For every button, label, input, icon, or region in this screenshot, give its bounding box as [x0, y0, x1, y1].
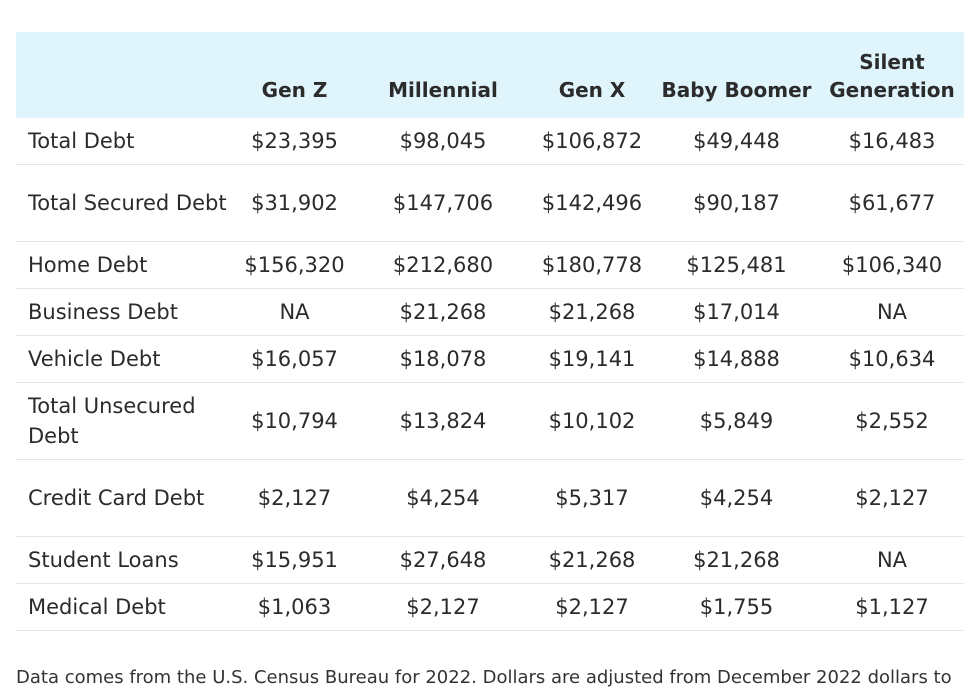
table-cell: $21,268: [653, 536, 820, 584]
table-cell: $5,317: [531, 459, 653, 537]
table-row: Student Loans $15,951 $27,648 $21,268 $2…: [16, 536, 964, 584]
table-cell: $2,127: [820, 459, 964, 537]
header-silent-generation: Silent Generation: [820, 32, 964, 118]
table-cell: $1,755: [653, 583, 820, 631]
table-cell: $90,187: [653, 164, 820, 242]
table-cell: $27,648: [355, 536, 531, 584]
table-cell: $19,141: [531, 335, 653, 383]
table-cell: $147,706: [355, 164, 531, 242]
table-cell: $156,320: [234, 241, 355, 289]
table-cell: $4,254: [355, 459, 531, 537]
footnote: Data comes from the U.S. Census Bureau f…: [16, 667, 952, 688]
table-row: Total Unsecured Debt $10,794 $13,824 $10…: [16, 382, 964, 460]
row-label: Total Debt: [16, 118, 234, 165]
table-cell: $49,448: [653, 118, 820, 165]
table-cell: $23,395: [234, 118, 355, 165]
table-cell: $10,794: [234, 382, 355, 460]
table-row: Home Debt $156,320 $212,680 $180,778 $12…: [16, 241, 964, 289]
table-row: Vehicle Debt $16,057 $18,078 $19,141 $14…: [16, 335, 964, 383]
row-label: Total Secured Debt: [16, 164, 234, 242]
table-cell: $16,057: [234, 335, 355, 383]
table-cell: $15,951: [234, 536, 355, 584]
header-millennial: Millennial: [355, 32, 531, 118]
table-row: Credit Card Debt $2,127 $4,254 $5,317 $4…: [16, 459, 964, 537]
header-gen-z: Gen Z: [234, 32, 355, 118]
row-label: Student Loans: [16, 536, 234, 584]
table-cell: NA: [820, 536, 964, 584]
table-cell: $17,014: [653, 288, 820, 336]
table-cell: $125,481: [653, 241, 820, 289]
table-cell: $2,552: [820, 382, 964, 460]
table-cell: $13,824: [355, 382, 531, 460]
table-cell: $212,680: [355, 241, 531, 289]
table-cell: $18,078: [355, 335, 531, 383]
table-cell: NA: [820, 288, 964, 336]
header-blank: [16, 32, 234, 118]
row-label: Home Debt: [16, 241, 234, 289]
row-label: Medical Debt: [16, 583, 234, 631]
table-cell: $2,127: [234, 459, 355, 537]
table-row: Total Debt $23,395 $98,045 $106,872 $49,…: [16, 118, 964, 165]
table-cell: $14,888: [653, 335, 820, 383]
table-header-row: Gen Z Millennial Gen X Baby Boomer Silen…: [16, 32, 964, 118]
table-cell: $10,634: [820, 335, 964, 383]
header-baby-boomer: Baby Boomer: [653, 32, 820, 118]
table-cell: $10,102: [531, 382, 653, 460]
table-row: Business Debt NA $21,268 $21,268 $17,014…: [16, 288, 964, 336]
table-row: Total Secured Debt $31,902 $147,706 $142…: [16, 164, 964, 242]
table-cell: $21,268: [531, 288, 653, 336]
row-label: Vehicle Debt: [16, 335, 234, 383]
table-cell: $98,045: [355, 118, 531, 165]
table-cell: $61,677: [820, 164, 964, 242]
table-cell: $180,778: [531, 241, 653, 289]
debt-by-generation-table: Gen Z Millennial Gen X Baby Boomer Silen…: [16, 32, 964, 631]
table-cell: $2,127: [531, 583, 653, 631]
table-cell: $4,254: [653, 459, 820, 537]
row-label: Total Unsecured Debt: [16, 382, 234, 460]
table-cell: $2,127: [355, 583, 531, 631]
table-cell: $1,127: [820, 583, 964, 631]
row-label: Business Debt: [16, 288, 234, 336]
header-gen-x: Gen X: [531, 32, 653, 118]
table-cell: $106,340: [820, 241, 964, 289]
table-cell: $16,483: [820, 118, 964, 165]
table-cell: $5,849: [653, 382, 820, 460]
table-cell: $21,268: [531, 536, 653, 584]
table-cell: $21,268: [355, 288, 531, 336]
table-cell: $142,496: [531, 164, 653, 242]
table-cell: $1,063: [234, 583, 355, 631]
table-row: Medical Debt $1,063 $2,127 $2,127 $1,755…: [16, 583, 964, 631]
table-cell: NA: [234, 288, 355, 336]
row-label: Credit Card Debt: [16, 459, 234, 537]
table-cell: $106,872: [531, 118, 653, 165]
table-cell: $31,902: [234, 164, 355, 242]
